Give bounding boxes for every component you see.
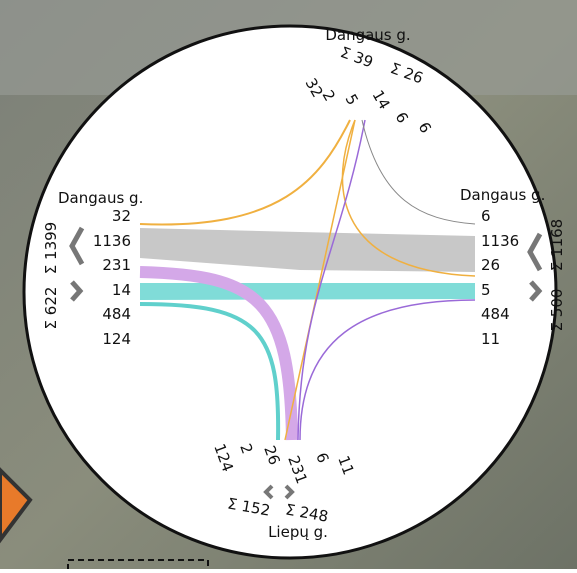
flow-north-south-2 [297, 119, 366, 441]
flow-north-south [284, 119, 356, 441]
direction-chevron [529, 280, 543, 302]
direction-chevron [527, 232, 543, 272]
count: 14 [112, 281, 131, 299]
count: 1136 [481, 232, 519, 250]
sum: Σ 622 [42, 287, 60, 330]
count: 26 [481, 256, 500, 274]
count: 32 [112, 207, 131, 225]
flow-west-north [139, 119, 351, 226]
flow-north-east [361, 119, 476, 225]
sum: Σ 1399 [42, 222, 60, 274]
count: 231 [102, 256, 131, 274]
count: 1136 [93, 232, 131, 250]
direction-chevron [284, 484, 295, 500]
direction-chevron [263, 484, 274, 500]
flow-east-north [341, 119, 476, 277]
count: 5 [481, 281, 491, 299]
west-labels: Dangaus g. Σ 1399 Σ 622 32 1136 231 14 4… [42, 189, 143, 348]
count: 484 [481, 305, 510, 323]
east-labels: Dangaus g. Σ 1168 Σ 500 6 1136 26 5 484 … [460, 186, 566, 348]
flow-south-west [139, 302, 281, 441]
street-name: Dangaus g. [58, 189, 143, 207]
flow-south-east [299, 299, 476, 441]
count: 6 [481, 207, 491, 225]
count: 124 [102, 330, 131, 348]
direction-chevron [69, 226, 85, 266]
direction-chevron [70, 280, 84, 302]
flow-west-south [139, 266, 298, 441]
count: 484 [102, 305, 131, 323]
flow-east-west [140, 283, 475, 300]
sum: Σ 500 [548, 289, 566, 332]
count: 11 [334, 453, 357, 477]
sum: Σ 1168 [548, 219, 566, 271]
flow-west-east [140, 228, 475, 272]
count: 11 [481, 330, 500, 348]
flows [139, 119, 476, 441]
count: 26 [260, 443, 283, 467]
map-marker [0, 467, 33, 544]
street-name: Dangaus g. [325, 26, 410, 44]
street-name: Liepų g. [268, 523, 328, 541]
street-name: Dangaus g. [460, 186, 545, 204]
